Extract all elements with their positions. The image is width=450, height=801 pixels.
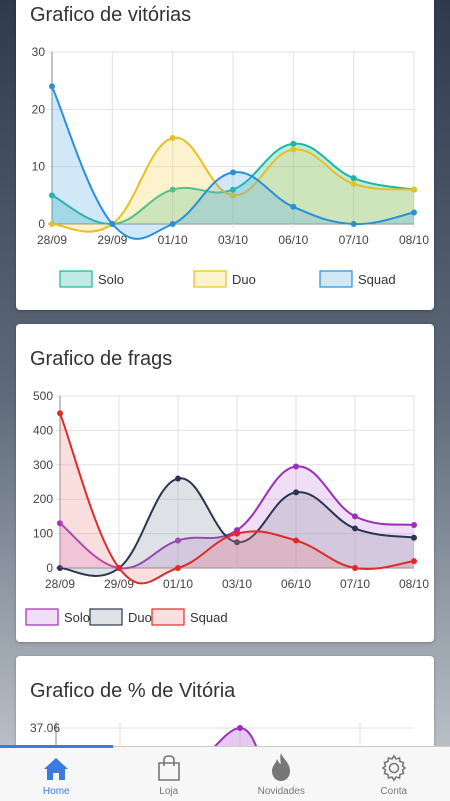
tab-bar: Home Loja Novidades Conta bbox=[0, 746, 450, 801]
victories-point-squad bbox=[290, 204, 296, 210]
victories-point-duo bbox=[170, 135, 176, 141]
frags-point-solo bbox=[293, 464, 299, 470]
frags-point-solo bbox=[352, 513, 358, 519]
frags-xtick-label: 06/10 bbox=[281, 577, 311, 591]
victories-legend-swatch bbox=[60, 271, 92, 287]
victories-point-squad bbox=[351, 221, 357, 227]
tab-novidades-label: Novidades bbox=[258, 786, 305, 797]
frags-xtick-label: 07/10 bbox=[340, 577, 370, 591]
frags-legend-swatch bbox=[90, 609, 122, 625]
victories-legend-label: Duo bbox=[232, 272, 256, 287]
frags-point-duo bbox=[293, 489, 299, 495]
frags-point-squad bbox=[352, 565, 358, 571]
frags-point-duo bbox=[352, 525, 358, 531]
victories-ytick-label: 20 bbox=[32, 102, 46, 116]
victories-legend-label: Squad bbox=[358, 272, 396, 287]
frags-legend-label: Duo bbox=[128, 610, 152, 625]
winpct-ytick-label: 37.06 bbox=[30, 721, 60, 735]
victories-xtick-label: 08/10 bbox=[399, 233, 429, 247]
frags-ytick-label: 100 bbox=[33, 527, 53, 541]
victories-ytick-label: 0 bbox=[38, 217, 45, 231]
tab-novidades[interactable]: Novidades bbox=[225, 747, 338, 801]
tab-conta[interactable]: Conta bbox=[338, 747, 450, 801]
flame-icon bbox=[269, 752, 293, 782]
victories-point-solo bbox=[351, 175, 357, 181]
tab-home[interactable]: Home bbox=[0, 747, 113, 801]
victories-point-squad bbox=[411, 210, 417, 216]
frags-ytick-label: 400 bbox=[33, 423, 53, 437]
tab-conta-label: Conta bbox=[380, 786, 407, 797]
frags-point-solo bbox=[411, 522, 417, 528]
victories-point-duo bbox=[290, 146, 296, 152]
frags-point-squad bbox=[293, 537, 299, 543]
victories-point-duo bbox=[411, 187, 417, 193]
frags-xtick-label: 08/10 bbox=[399, 577, 429, 591]
frags-xtick-label: 03/10 bbox=[222, 577, 252, 591]
frags-point-squad bbox=[411, 558, 417, 564]
victories-legend-label: Solo bbox=[98, 272, 124, 287]
frags-xtick-label: 28/09 bbox=[45, 577, 75, 591]
victories-point-solo bbox=[290, 141, 296, 147]
victories-xtick-label: 06/10 bbox=[278, 233, 308, 247]
bag-icon bbox=[155, 754, 183, 782]
victories-xtick-label: 28/09 bbox=[37, 233, 67, 247]
victories-point-squad bbox=[230, 169, 236, 175]
frags-point-duo bbox=[411, 535, 417, 541]
victories-legend-swatch bbox=[320, 271, 352, 287]
victories-point-squad bbox=[109, 221, 115, 227]
frags-ytick-label: 300 bbox=[33, 458, 53, 472]
victories-point-squad bbox=[49, 83, 55, 89]
frags-ytick-label: 200 bbox=[33, 492, 53, 506]
victories-ytick-label: 30 bbox=[32, 45, 46, 59]
frags-legend-label: Squad bbox=[190, 610, 228, 625]
victories-ytick-label: 10 bbox=[32, 160, 46, 174]
home-icon bbox=[42, 756, 70, 782]
victories-legend-swatch bbox=[194, 271, 226, 287]
tab-loja[interactable]: Loja bbox=[113, 747, 226, 801]
frags-point-duo bbox=[175, 476, 181, 482]
frags-point-squad bbox=[234, 531, 240, 537]
victories-point-squad bbox=[170, 221, 176, 227]
frags-point-squad bbox=[175, 565, 181, 571]
victories-point-duo bbox=[351, 181, 357, 187]
gear-icon bbox=[380, 754, 408, 782]
frags-legend-label: Solo bbox=[64, 610, 90, 625]
frags-legend-swatch bbox=[26, 609, 58, 625]
frags-point-squad bbox=[116, 565, 122, 571]
tab-home-label: Home bbox=[43, 786, 70, 797]
frags-legend-swatch bbox=[152, 609, 184, 625]
frags-ytick-label: 500 bbox=[33, 389, 53, 403]
winpct-point bbox=[237, 725, 243, 731]
victories-xtick-label: 01/10 bbox=[158, 233, 188, 247]
frags-ytick-label: 0 bbox=[46, 561, 53, 575]
frags-point-squad bbox=[57, 410, 63, 416]
tab-loja-label: Loja bbox=[159, 786, 178, 797]
victories-xtick-label: 07/10 bbox=[339, 233, 369, 247]
frags-xtick-label: 01/10 bbox=[163, 577, 193, 591]
victories-xtick-label: 03/10 bbox=[218, 233, 248, 247]
